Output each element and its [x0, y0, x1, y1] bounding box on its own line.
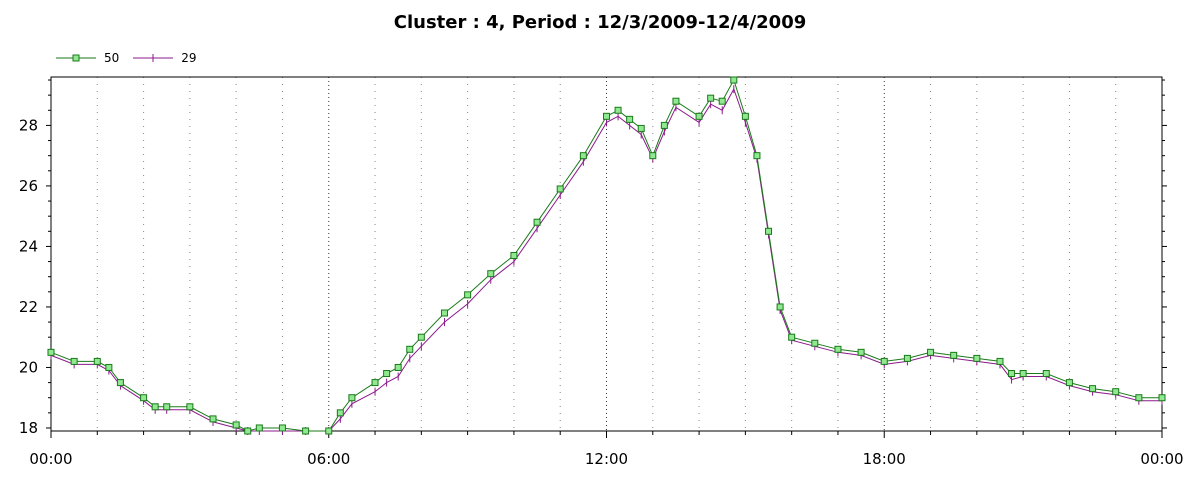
y-tick-label: 20	[19, 358, 38, 376]
data-point-50	[649, 152, 657, 160]
data-point-50	[417, 333, 425, 341]
data-point-50	[533, 218, 541, 226]
data-point-50	[1089, 385, 1097, 393]
legend-marker-square-icon	[56, 54, 96, 62]
data-point-50	[1112, 388, 1120, 396]
data-point-50	[487, 270, 495, 278]
series-line-29	[50, 87, 1162, 432]
data-point-50	[510, 252, 518, 260]
data-point-50	[880, 357, 888, 365]
data-point-50	[765, 227, 773, 235]
data-point-50	[637, 124, 645, 132]
data-point-50	[788, 333, 796, 341]
data-point-50	[440, 309, 448, 317]
legend-label-29: 29	[181, 51, 197, 65]
data-point-50	[579, 152, 587, 160]
data-point-50	[278, 424, 286, 432]
data-point-50	[718, 97, 726, 105]
data-point-50	[394, 363, 402, 371]
data-point-50	[834, 345, 842, 353]
data-point-50	[660, 121, 668, 129]
data-point-50	[302, 427, 310, 435]
data-point-50	[140, 394, 148, 402]
data-point-50	[116, 379, 124, 387]
data-point-50	[1019, 370, 1027, 378]
data-point-50	[1135, 394, 1143, 402]
data-point-50	[47, 348, 55, 356]
y-tick-label: 26	[19, 177, 38, 195]
data-point-50	[672, 97, 680, 105]
data-point-50	[336, 409, 344, 417]
data-point-50	[348, 394, 356, 402]
y-tick-label: 28	[19, 116, 38, 134]
data-point-50	[186, 403, 194, 411]
data-point-50	[626, 115, 634, 123]
data-point-50	[1008, 370, 1016, 378]
data-point-50	[811, 339, 819, 347]
data-point-50	[695, 112, 703, 120]
data-point-50	[857, 348, 865, 356]
data-point-50	[1065, 379, 1073, 387]
data-point-50	[464, 291, 472, 299]
legend-item-50: 50	[56, 51, 119, 65]
data-point-50	[1042, 370, 1050, 378]
data-point-50	[1158, 394, 1166, 402]
data-point-50	[903, 354, 911, 362]
data-point-50	[105, 363, 113, 371]
data-point-50	[556, 185, 564, 193]
data-point-50	[950, 351, 958, 359]
data-point-50	[232, 421, 240, 429]
data-point-50	[753, 152, 761, 160]
y-tick-label: 18	[19, 419, 38, 437]
data-point-50	[163, 403, 171, 411]
data-point-50	[406, 345, 414, 353]
x-tick-label: 06:00	[307, 450, 350, 468]
data-point-50	[371, 379, 379, 387]
data-point-50	[730, 76, 738, 84]
data-point-50	[244, 427, 252, 435]
x-tick-label: 00:00	[29, 450, 72, 468]
x-tick-label: 12:00	[585, 450, 628, 468]
data-point-50	[614, 106, 622, 114]
data-point-50	[93, 357, 101, 365]
legend-label-50: 50	[104, 51, 120, 65]
chart-title: Cluster : 4, Period : 12/3/2009-12/4/200…	[393, 12, 807, 33]
data-point-50	[383, 370, 391, 378]
legend: 50 29	[56, 50, 211, 66]
data-point-50	[151, 403, 159, 411]
series-line-50	[50, 78, 1162, 432]
data-point-50	[996, 357, 1004, 365]
data-point-50	[776, 303, 784, 311]
data-point-50	[973, 354, 981, 362]
x-tick-label: 18:00	[863, 450, 906, 468]
data-point-50	[707, 94, 715, 102]
data-point-50	[927, 348, 935, 356]
y-tick-label: 24	[19, 237, 38, 255]
data-point-50	[325, 427, 333, 435]
data-point-50	[70, 357, 78, 365]
legend-marker-plus-icon	[133, 54, 174, 62]
data-point-50	[209, 415, 217, 423]
y-tick-label: 22	[19, 298, 38, 316]
data-point-50	[741, 112, 749, 120]
data-point-50	[603, 112, 610, 120]
data-point-50	[255, 424, 263, 432]
x-tick-label: 00:00	[1140, 450, 1183, 468]
legend-item-29: 29	[133, 51, 197, 65]
